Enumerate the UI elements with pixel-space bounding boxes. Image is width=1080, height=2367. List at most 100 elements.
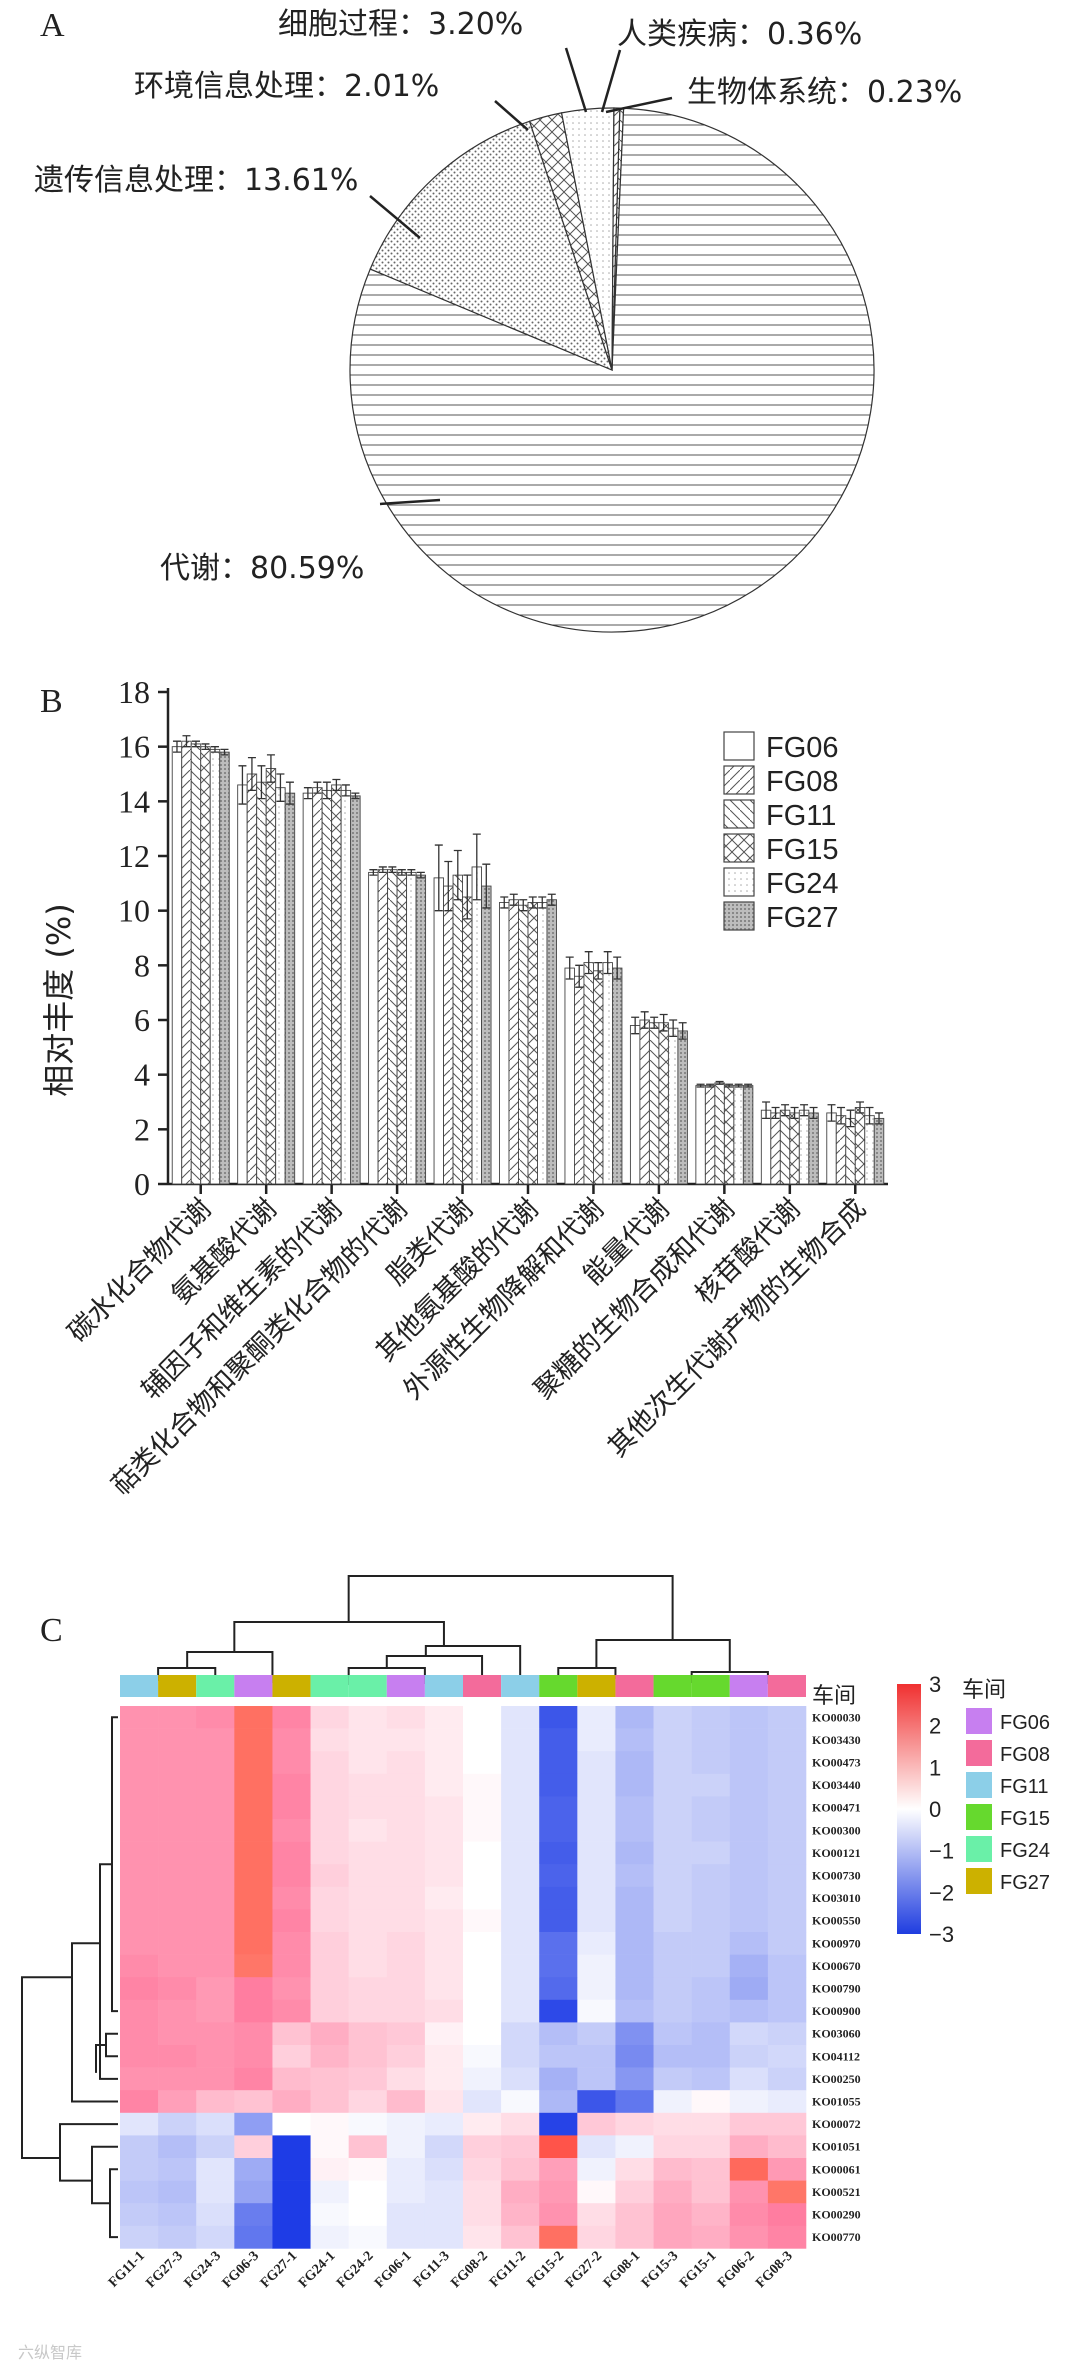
heatmap-cell-KO00471-FG08-2 [463, 1796, 502, 1820]
heatmap-cell-KO00670-FG11-3 [424, 1954, 464, 1978]
error-bar-FG24-10 [865, 1106, 874, 1125]
heatmap-cell-KO03060-FG24-1 [310, 2022, 349, 2046]
pie-leader-line-0 [379, 498, 441, 506]
heatmap-cell-KO00471-FG08-3 [767, 1796, 807, 1820]
heatmap-cell-KO00670-FG27-3 [158, 1954, 197, 1978]
heatmap-cell-KO00290-FG24-2 [348, 2203, 388, 2227]
bar-FG06-4 [433, 877, 444, 1185]
bar-FG15-1 [265, 768, 277, 1185]
heatmap-cell-KO03440-FG06-3 [234, 1773, 273, 1797]
heatmap-cell-KO00300-FG15-1 [691, 1819, 731, 1842]
heatmap-cell-KO00471-FG24-1 [310, 1796, 349, 1820]
error-bar-FG06-6 [565, 956, 574, 980]
heatmap-cell-KO00471-FG08-1 [615, 1796, 654, 1820]
heatmap-cell-KO03440-FG27-3 [158, 1773, 197, 1797]
heatmap-cell-KO03060-FG15-2 [539, 2022, 578, 2046]
heatmap-cell-KO00471-FG15-3 [653, 1796, 692, 1820]
heatmap-cell-KO00670-FG27-2 [577, 1954, 616, 1978]
heatmap-cell-KO00473-FG06-2 [729, 1751, 769, 1775]
heatmap-cell-KO01051-FG06-1 [386, 2135, 426, 2159]
heatmap-cell-KO03060-FG08-1 [615, 2022, 654, 2046]
row-label-KO00300: KO00300 [812, 1823, 861, 1837]
row-label-KO00790: KO00790 [812, 1982, 861, 1996]
heatmap-cell-KO00121-FG11-2 [501, 1841, 540, 1865]
heatmap-cell-KO00061-FG15-2 [539, 2158, 578, 2181]
row-dendrogram-branch [111, 1716, 118, 2013]
row-dendrogram-branch [99, 1863, 118, 2080]
annotation-cell-FG08-1 [615, 1675, 654, 1697]
heatmap-cell-KO01051-FG15-3 [653, 2135, 692, 2159]
row-label-KO00290: KO00290 [812, 2208, 861, 2222]
heatmap-cell-KO00670-FG08-2 [463, 1954, 502, 1978]
heatmap-cell-KO00121-FG11-3 [424, 1841, 464, 1865]
heatmap-cell-KO00900-FG11-1 [120, 1999, 159, 2023]
heatmap-cell-KO00770-FG15-2 [539, 2225, 578, 2249]
heatmap-cell-KO00730-FG24-1 [310, 1864, 349, 1888]
heatmap-cell-KO00730-FG08-2 [463, 1864, 502, 1888]
heatmap-cell-KO04112-FG08-3 [767, 2045, 807, 2068]
heatmap-cell-KO00471-FG15-1 [691, 1796, 731, 1820]
heatmap-cell-KO03010-FG27-3 [158, 1886, 197, 1910]
heatmap-cell-KO00473-FG06-3 [234, 1751, 273, 1775]
heatmap-legend-label-FG11: FG11 [1000, 1776, 1049, 1798]
scale-tick-label: 0 [929, 1797, 941, 1822]
heatmap-cell-KO03010-FG11-3 [424, 1886, 464, 1910]
column-label-FG08-2: FG08-2 [448, 2249, 491, 2292]
heatmap-cell-KO03430-FG06-2 [729, 1728, 769, 1752]
bar-FG11-10 [845, 1117, 856, 1185]
heatmap-cell-KO00970-FG11-3 [424, 1932, 464, 1955]
legend-label-FG08: FG08 [766, 766, 839, 798]
row-label-KO00250: KO00250 [812, 2072, 861, 2086]
heatmap-cell-KO00770-FG24-2 [348, 2225, 388, 2249]
heatmap-legend-swatch-FG11 [966, 1772, 992, 1798]
color-scale-bar [897, 1684, 921, 1934]
error-bar-FG15-1 [266, 754, 275, 783]
column-dendrogram-branch [595, 1639, 731, 1672]
heatmap-cell-KO00550-FG15-3 [653, 1909, 692, 1933]
heatmap-cell-KO00471-FG27-2 [577, 1796, 616, 1820]
heatmap-cell-KO00730-FG15-2 [539, 1864, 578, 1888]
heatmap-cell-KO00550-FG24-2 [348, 1909, 388, 1933]
heatmap-cell-KO00550-FG27-1 [272, 1909, 311, 1933]
heatmap-cell-KO00790-FG27-2 [577, 1977, 616, 2001]
heatmap-cell-KO00521-FG08-2 [463, 2180, 502, 2204]
heatmap-cell-KO00072-FG06-2 [729, 2112, 769, 2136]
pie-slice-1 [369, 120, 613, 372]
column-label-FG24-1: FG24-1 [296, 2249, 339, 2292]
bar-FG27-6 [612, 967, 623, 1185]
heatmap-cell-KO00290-FG24-3 [196, 2203, 235, 2227]
heatmap-cell-KO00521-FG24-2 [348, 2180, 388, 2204]
legend-label-FG27: FG27 [766, 902, 839, 934]
heatmap-cell-KO00300-FG15-3 [653, 1819, 692, 1842]
heatmap-cell-KO00770-FG11-1 [120, 2225, 159, 2249]
heatmap-cell-KO03440-FG11-3 [424, 1773, 464, 1797]
column-label-FG11-2: FG11-2 [487, 2249, 529, 2291]
heatmap-cell-KO00030-FG08-1 [615, 1706, 654, 1729]
heatmap-cell-KO01055-FG11-1 [120, 2090, 159, 2114]
heatmap-cell-KO00473-FG11-3 [424, 1751, 464, 1775]
heatmap-cell-KO00072-FG08-1 [615, 2112, 654, 2136]
heatmap-cell-KO00030-FG24-2 [348, 1706, 388, 1729]
heatmap-cell-KO00061-FG06-2 [729, 2158, 769, 2181]
heatmap-cell-KO00730-FG27-2 [577, 1864, 616, 1888]
heatmap-legend-swatch-FG15 [966, 1804, 992, 1830]
bar-FG08-10 [835, 1115, 847, 1185]
bar-FG15-9 [789, 1112, 800, 1185]
heatmap-cell-KO00072-FG11-1 [120, 2112, 159, 2136]
heatmap-cell-KO03010-FG15-1 [691, 1886, 731, 1910]
heatmap-cell-KO00121-FG24-1 [310, 1841, 349, 1865]
heatmap-cell-KO00030-FG11-2 [501, 1706, 540, 1729]
heatmap-cell-KO00970-FG27-3 [158, 1932, 197, 1955]
heatmap-cell-KO01051-FG27-3 [158, 2135, 197, 2159]
bar-FG11-6 [583, 962, 594, 1185]
error-bar-FG11-9 [781, 1104, 790, 1117]
error-bar-FG27-2 [351, 792, 360, 800]
heatmap-cell-KO00970-FG27-1 [272, 1932, 311, 1955]
bar-FG08-7 [639, 1019, 650, 1185]
heatmap-cell-KO00770-FG15-1 [691, 2225, 731, 2249]
error-bar-FG11-1 [257, 765, 266, 800]
heatmap-cell-KO00061-FG27-1 [272, 2158, 311, 2181]
heatmap-cell-KO00550-FG11-3 [424, 1909, 464, 1933]
heatmap-cell-KO00300-FG11-2 [501, 1819, 540, 1842]
row-label-KO03430: KO03430 [812, 1733, 861, 1747]
